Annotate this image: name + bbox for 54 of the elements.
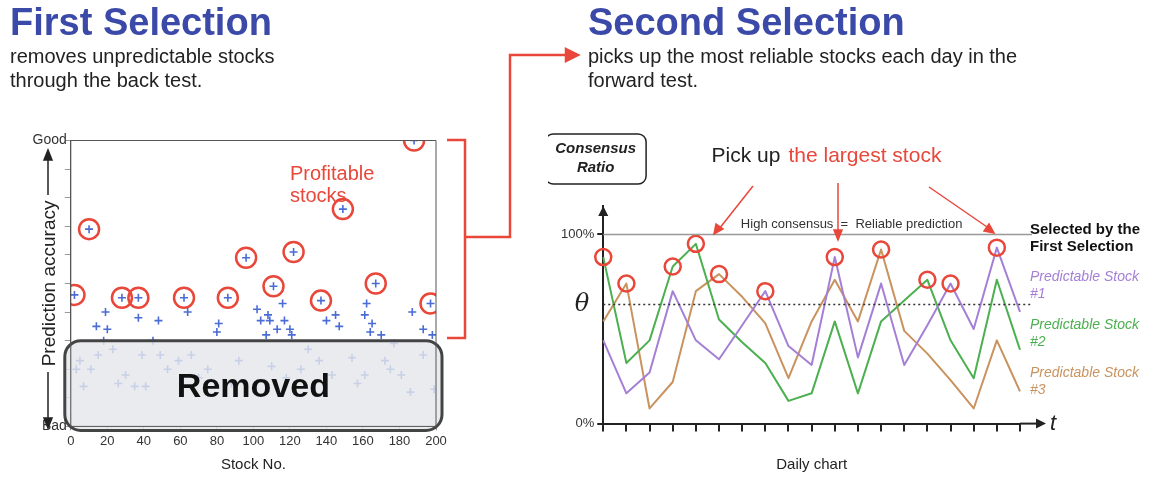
- y-axis-title: Prediction accuracy: [37, 200, 59, 367]
- text: t: [1050, 409, 1057, 435]
- text: the largest stock: [788, 142, 942, 166]
- x-tick-label: 160: [352, 432, 374, 448]
- legend-title: Selected by the First Selection: [1030, 220, 1142, 254]
- ref-line-label: High consensus = Reliable prediction: [740, 216, 963, 232]
- y-axis-title: Consensus Ratio: [555, 138, 637, 175]
- x-axis-title: Stock No.: [220, 455, 286, 473]
- point: [987, 238, 1007, 257]
- point: [686, 234, 706, 254]
- point: [172, 286, 196, 309]
- series-label: Predictable Stock #3: [1030, 364, 1141, 398]
- point: [756, 281, 775, 301]
- text: Pick up: [711, 142, 781, 166]
- x-axis-title: Daily chart: [776, 455, 848, 473]
- chart-title: Second Selection: [588, 0, 906, 44]
- point: [663, 257, 682, 276]
- ref-line-label: θ: [574, 288, 590, 317]
- annotation: Profitable stocks: [289, 162, 375, 207]
- chart-subtitle: picks up the most reliable stocks each day in the forward test.: [588, 44, 1019, 92]
- point: [825, 247, 845, 267]
- point: [127, 286, 150, 309]
- point: [871, 240, 891, 259]
- point: [282, 240, 305, 264]
- series-label: Predictable Stock #2: [1030, 316, 1141, 350]
- x-tick-label: 20: [100, 432, 115, 448]
- point: [364, 272, 387, 295]
- x-tick-label: 200: [425, 432, 447, 448]
- point: [262, 275, 285, 298]
- point: [77, 217, 101, 241]
- point: [309, 289, 333, 312]
- point: [234, 246, 258, 269]
- x-tick-label: 80: [209, 432, 225, 448]
- x-tick-label: 0: [67, 432, 75, 448]
- x-tick-label: 140: [315, 432, 338, 448]
- chart-subtitle: removes unpredictable stocks through the back test.: [10, 44, 276, 92]
- point: [617, 274, 636, 293]
- x-tick-label: 60: [173, 432, 188, 448]
- x-tick-label: 180: [388, 432, 411, 448]
- text: Good: [32, 131, 67, 148]
- y-tick-label: 0%: [575, 415, 595, 431]
- point: [594, 247, 613, 267]
- chart-title: First Selection: [10, 0, 273, 44]
- x-tick-label: 120: [279, 432, 301, 448]
- point: [216, 286, 240, 309]
- x-tick-label: 40: [136, 432, 152, 448]
- x-tick-label: 100: [242, 432, 265, 448]
- point: [941, 274, 960, 293]
- series-label: Predictable Stock #1: [1030, 268, 1141, 302]
- y-tick-label: 100%: [561, 225, 595, 241]
- point: [709, 264, 729, 284]
- point: [110, 286, 134, 309]
- band-label: Removed: [176, 365, 330, 404]
- point: [918, 270, 937, 290]
